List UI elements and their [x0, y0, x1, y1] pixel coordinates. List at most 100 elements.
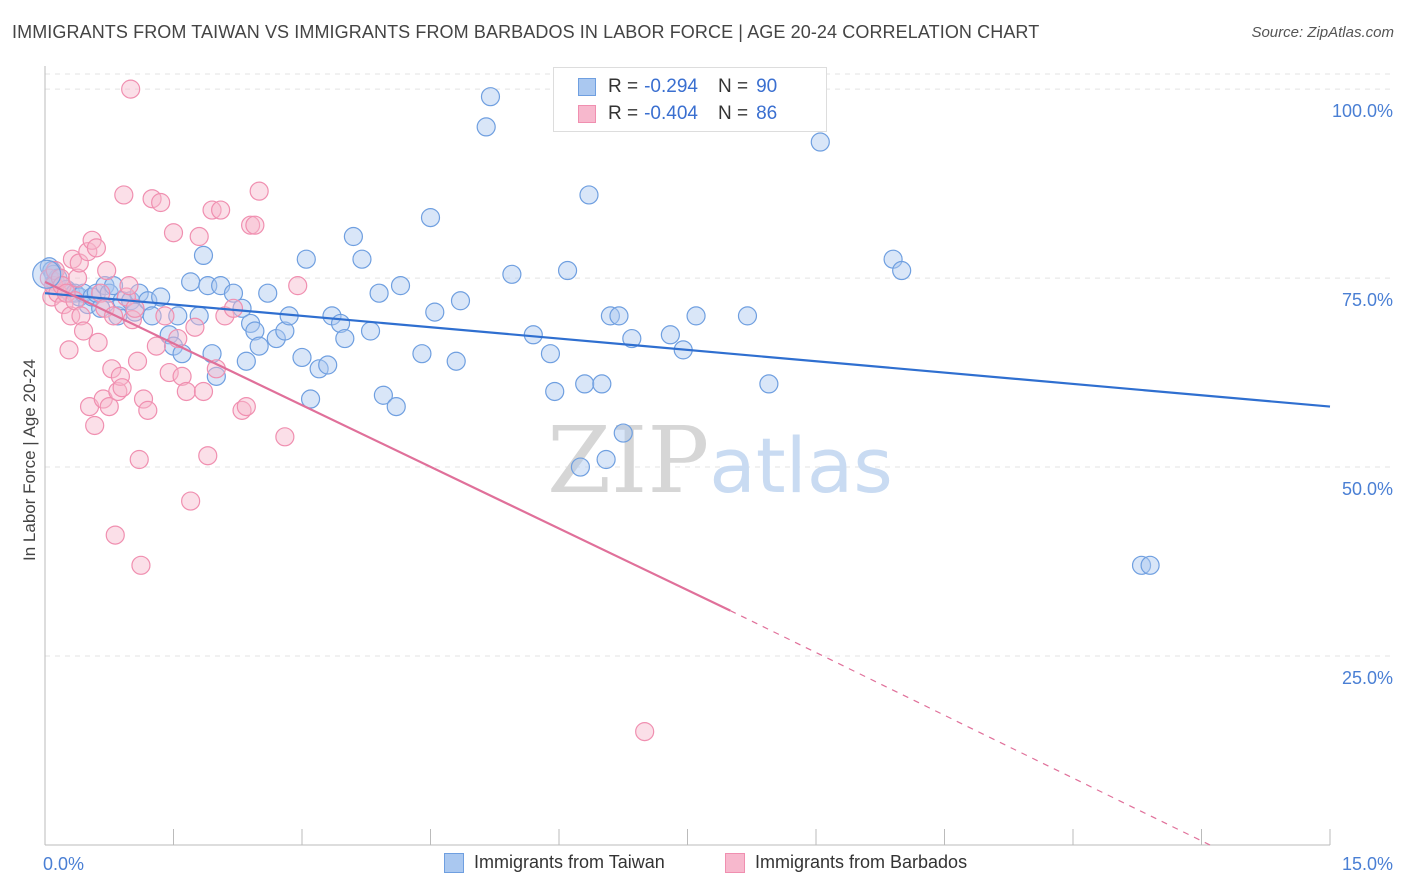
chart-title: IMMIGRANTS FROM TAIWAN VS IMMIGRANTS FRO… [12, 22, 1040, 42]
point-barbados [133, 389, 154, 409]
point-taiwan [545, 381, 565, 402]
point-taiwan [373, 385, 393, 405]
point-taiwan [151, 287, 171, 307]
x-tick-label-max: 15.0% [1342, 854, 1393, 874]
point-barbados [97, 260, 117, 281]
point-taiwan [892, 260, 912, 281]
point-barbados [245, 215, 265, 235]
y-tick-label: 75.0% [1342, 290, 1393, 310]
point-barbados [189, 226, 209, 247]
point-taiwan [412, 344, 432, 364]
tick-labels: 100.0% 75.0% 50.0% 25.0% 0.0% 15.0% [43, 101, 1393, 874]
legend-swatch-taiwan [578, 78, 596, 96]
trend-line-taiwan [44, 292, 1331, 408]
y-tick-label: 50.0% [1342, 479, 1393, 499]
point-taiwan [686, 306, 706, 326]
point-barbados [112, 378, 132, 398]
point-taiwan [181, 272, 201, 292]
legend-r-taiwan: -0.294 [644, 76, 698, 97]
point-taiwan [609, 306, 629, 326]
point-taiwan [223, 283, 244, 303]
point-taiwan [292, 347, 312, 368]
point-taiwan [810, 132, 830, 152]
point-barbados [172, 366, 192, 386]
point-barbados [59, 340, 79, 360]
point-taiwan [596, 449, 616, 470]
point-taiwan [300, 389, 321, 409]
point-barbados [288, 276, 308, 296]
point-taiwan [245, 321, 265, 341]
point-taiwan [622, 328, 642, 349]
point-barbados [241, 215, 261, 235]
point-barbados [249, 181, 269, 201]
point-barbados [138, 400, 158, 420]
legend-key-taiwan [444, 852, 464, 873]
point-barbados [206, 359, 226, 379]
point-barbados [151, 192, 171, 213]
legend-swatch-barbados [578, 105, 596, 123]
point-taiwan [737, 306, 758, 326]
point-barbados [198, 446, 218, 466]
legend-row-taiwan: R = -0.294 N = 90 [578, 75, 777, 99]
point-taiwan [575, 374, 595, 394]
point-barbados [193, 381, 214, 402]
point-barbados [211, 200, 231, 220]
correlation-legend: R = -0.294 N = 90 R = -0.404 N = 86 [553, 67, 827, 132]
point-taiwan [249, 336, 269, 356]
legend-item-taiwan: Immigrants from Taiwan [444, 852, 665, 873]
point-barbados [119, 276, 139, 296]
point-taiwan [335, 328, 355, 349]
point-barbados [127, 351, 148, 371]
point-taiwan [32, 259, 62, 289]
trend-line-barbados-extension [730, 610, 1211, 846]
legend-label-barbados: Immigrants from Barbados [755, 852, 968, 872]
point-taiwan [360, 321, 381, 341]
point-taiwan [540, 344, 561, 364]
point-barbados [86, 238, 107, 258]
point-barbados [635, 722, 655, 742]
point-barbados [114, 185, 134, 205]
point-taiwan [480, 87, 501, 107]
point-barbados [85, 415, 105, 436]
axes [44, 66, 1331, 846]
point-taiwan [193, 245, 214, 266]
point-barbados [61, 306, 81, 326]
point-taiwan [613, 423, 633, 443]
point-barbados [105, 525, 125, 545]
point-barbados [125, 298, 145, 318]
point-taiwan [296, 249, 316, 269]
trend-line-barbados [44, 280, 731, 612]
point-taiwan [1140, 555, 1160, 575]
point-taiwan [343, 226, 363, 247]
point-taiwan [502, 264, 522, 284]
point-barbados [71, 306, 91, 326]
point-barbados [181, 491, 201, 511]
point-taiwan [420, 208, 441, 228]
legend-n-taiwan: 90 [756, 76, 778, 97]
legend-label-taiwan: Immigrants from Taiwan [474, 852, 665, 872]
point-taiwan [386, 396, 406, 417]
legend-n-barbados: 86 [756, 103, 778, 124]
point-taiwan [258, 283, 278, 303]
point-taiwan [570, 457, 591, 477]
point-taiwan [450, 291, 471, 311]
point-taiwan [579, 185, 599, 205]
point-taiwan [236, 351, 256, 371]
point-taiwan [660, 325, 680, 345]
point-barbados [163, 223, 184, 243]
point-taiwan [592, 374, 612, 394]
point-barbados [88, 332, 108, 352]
chart-source: Source: ZipAtlas.com [1251, 24, 1394, 41]
point-barbados [185, 317, 205, 337]
point-taiwan [352, 249, 372, 269]
point-taiwan [557, 260, 578, 281]
point-barbados [176, 381, 196, 402]
legend-r-barbados: -0.404 [644, 103, 698, 124]
x-tick-label-min: 0.0% [43, 854, 84, 874]
point-barbados [146, 336, 166, 356]
legend-row-barbados: R = -0.404 N = 86 [578, 102, 777, 126]
point-taiwan [275, 321, 295, 341]
point-taiwan [369, 283, 389, 303]
series-legend: Immigrants from Taiwan Immigrants from B… [0, 852, 1406, 878]
